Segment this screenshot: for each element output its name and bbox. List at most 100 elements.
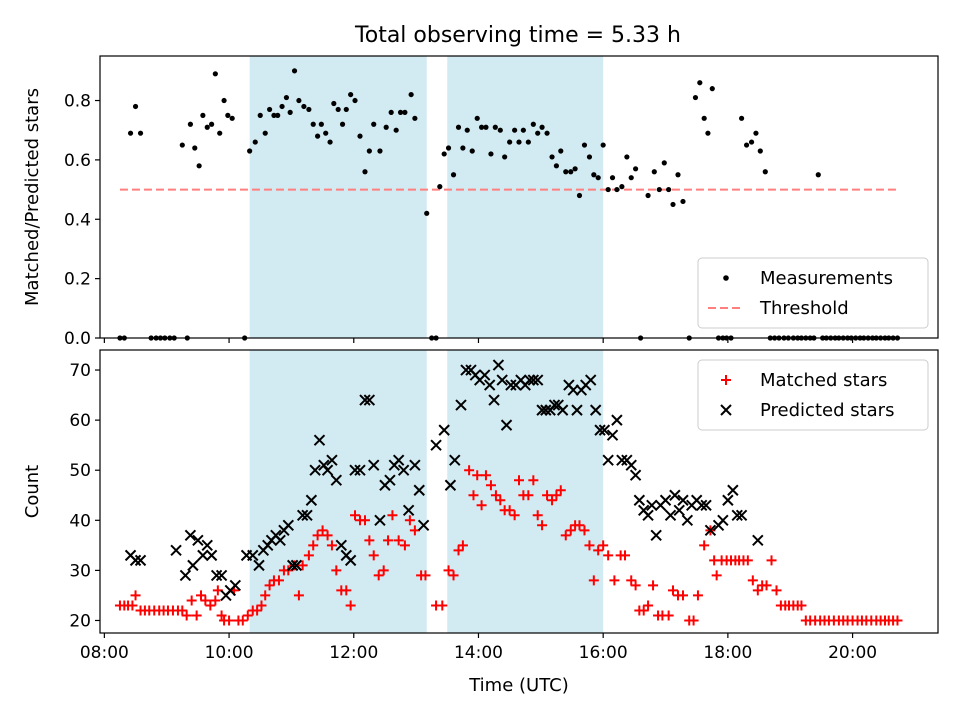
matched-stars-point — [547, 495, 558, 506]
matched-stars-point — [555, 485, 566, 496]
matched-stars-point — [603, 550, 614, 561]
matched-stars-point — [490, 490, 501, 501]
predicted-stars-point — [430, 439, 442, 451]
measurement-point — [335, 106, 341, 113]
predicted-stars-point — [483, 379, 496, 391]
matched-stars-point — [464, 465, 475, 476]
matched-stars-point — [560, 530, 571, 541]
measurement-point — [605, 186, 611, 193]
measurement-point — [196, 163, 202, 169]
measurement-point — [488, 151, 494, 157]
matched-stars-point — [378, 565, 389, 576]
matched-stars-point — [264, 580, 275, 591]
shaded-interval — [249, 350, 427, 633]
predicted-stars-point — [629, 469, 642, 481]
predicted-stars-point — [413, 484, 425, 496]
measurement-point — [343, 106, 349, 113]
measurement-point — [624, 154, 630, 160]
matched-stars-point — [509, 510, 520, 521]
measurement-point — [525, 139, 531, 145]
predicted-stars-point — [606, 429, 619, 441]
measurement-point — [377, 148, 383, 154]
measurement-point — [383, 124, 389, 130]
predicted-stars-point — [179, 569, 192, 582]
predicted-stars-point — [438, 424, 450, 436]
measurement-point — [306, 106, 312, 113]
legend-measurements-swatch — [723, 275, 729, 281]
predicted-stars-point — [500, 419, 513, 431]
measurement-point — [656, 186, 662, 193]
measurement-point — [748, 139, 755, 145]
x-tick-label: 12:00 — [329, 643, 378, 663]
legend-predicted-swatch — [720, 404, 732, 416]
predicted-stars-point — [611, 414, 623, 426]
measurement-point — [705, 130, 711, 136]
matched-stars-point — [542, 490, 553, 501]
predicted-stars-point — [669, 489, 681, 501]
matched-stars-point — [224, 615, 235, 626]
legend-label: Threshold — [759, 298, 849, 319]
matched-stars-point — [237, 615, 248, 626]
matched-stars-point — [752, 585, 763, 596]
measurement-point — [217, 130, 223, 136]
matched-stars-point — [453, 545, 464, 556]
measurement-point — [247, 148, 253, 154]
measurement-point — [266, 106, 273, 113]
matched-stars-point — [626, 575, 637, 586]
measurement-point — [397, 109, 404, 115]
predicted-stars-point — [344, 554, 357, 567]
matched-stars-point — [609, 575, 620, 586]
measurement-point — [544, 130, 550, 136]
predicted-stars-point — [192, 534, 204, 547]
matched-stars-point — [273, 575, 284, 586]
predicted-stars-point — [478, 369, 491, 381]
matched-stars-point — [404, 515, 415, 526]
measurement-point — [520, 127, 526, 133]
measurement-point — [362, 169, 368, 175]
matched-stars-point — [196, 590, 207, 601]
measurement-point — [628, 175, 634, 181]
measurement-point — [366, 148, 372, 154]
measurement-point — [697, 80, 703, 86]
matched-stars-point — [437, 600, 448, 611]
predicted-stars-point — [368, 459, 380, 471]
matched-stars-point — [742, 555, 753, 566]
measurement-point — [301, 103, 307, 110]
measurement-point — [339, 121, 346, 127]
legend-label: Matched stars — [760, 370, 887, 391]
predicted-stars-point — [321, 464, 334, 476]
y-tick-label: 40 — [69, 511, 91, 531]
measurement-point — [661, 160, 667, 166]
matched-stars-point — [638, 605, 649, 616]
legend-box — [697, 359, 929, 431]
y-tick-label: 70 — [69, 361, 91, 381]
predicted-stars-point — [664, 509, 677, 521]
ratio-panel-ylabel: Matched/Predicted stars — [22, 88, 43, 306]
measurement-point — [568, 169, 574, 175]
predicted-stars-point — [735, 509, 748, 521]
matched-stars-point — [177, 605, 188, 616]
measurement-point — [558, 148, 564, 154]
measurement-point — [497, 127, 503, 133]
matched-stars-point — [359, 515, 370, 526]
x-tick-label: 10:00 — [205, 643, 254, 663]
predicted-stars-point — [409, 459, 421, 471]
predicted-stars-point — [752, 534, 764, 547]
measurement-point — [474, 115, 480, 121]
matched-stars-point — [322, 530, 333, 541]
predicted-stars-point — [313, 434, 326, 446]
predicted-stars-point — [296, 509, 309, 521]
measurement-point — [563, 169, 569, 175]
measurement-point — [507, 139, 513, 145]
measurement-point — [371, 121, 377, 127]
predicted-stars-point — [584, 374, 597, 386]
predicted-stars-point — [700, 499, 712, 511]
predicted-stars-point — [134, 554, 147, 567]
measurement-point — [179, 142, 185, 148]
predicted-stars-point — [646, 499, 658, 511]
measurement-point — [600, 142, 606, 148]
matched-stars-point — [688, 615, 699, 626]
matched-stars-point — [593, 545, 604, 556]
matched-stars-point — [200, 595, 211, 606]
matched-stars-point — [472, 470, 483, 481]
